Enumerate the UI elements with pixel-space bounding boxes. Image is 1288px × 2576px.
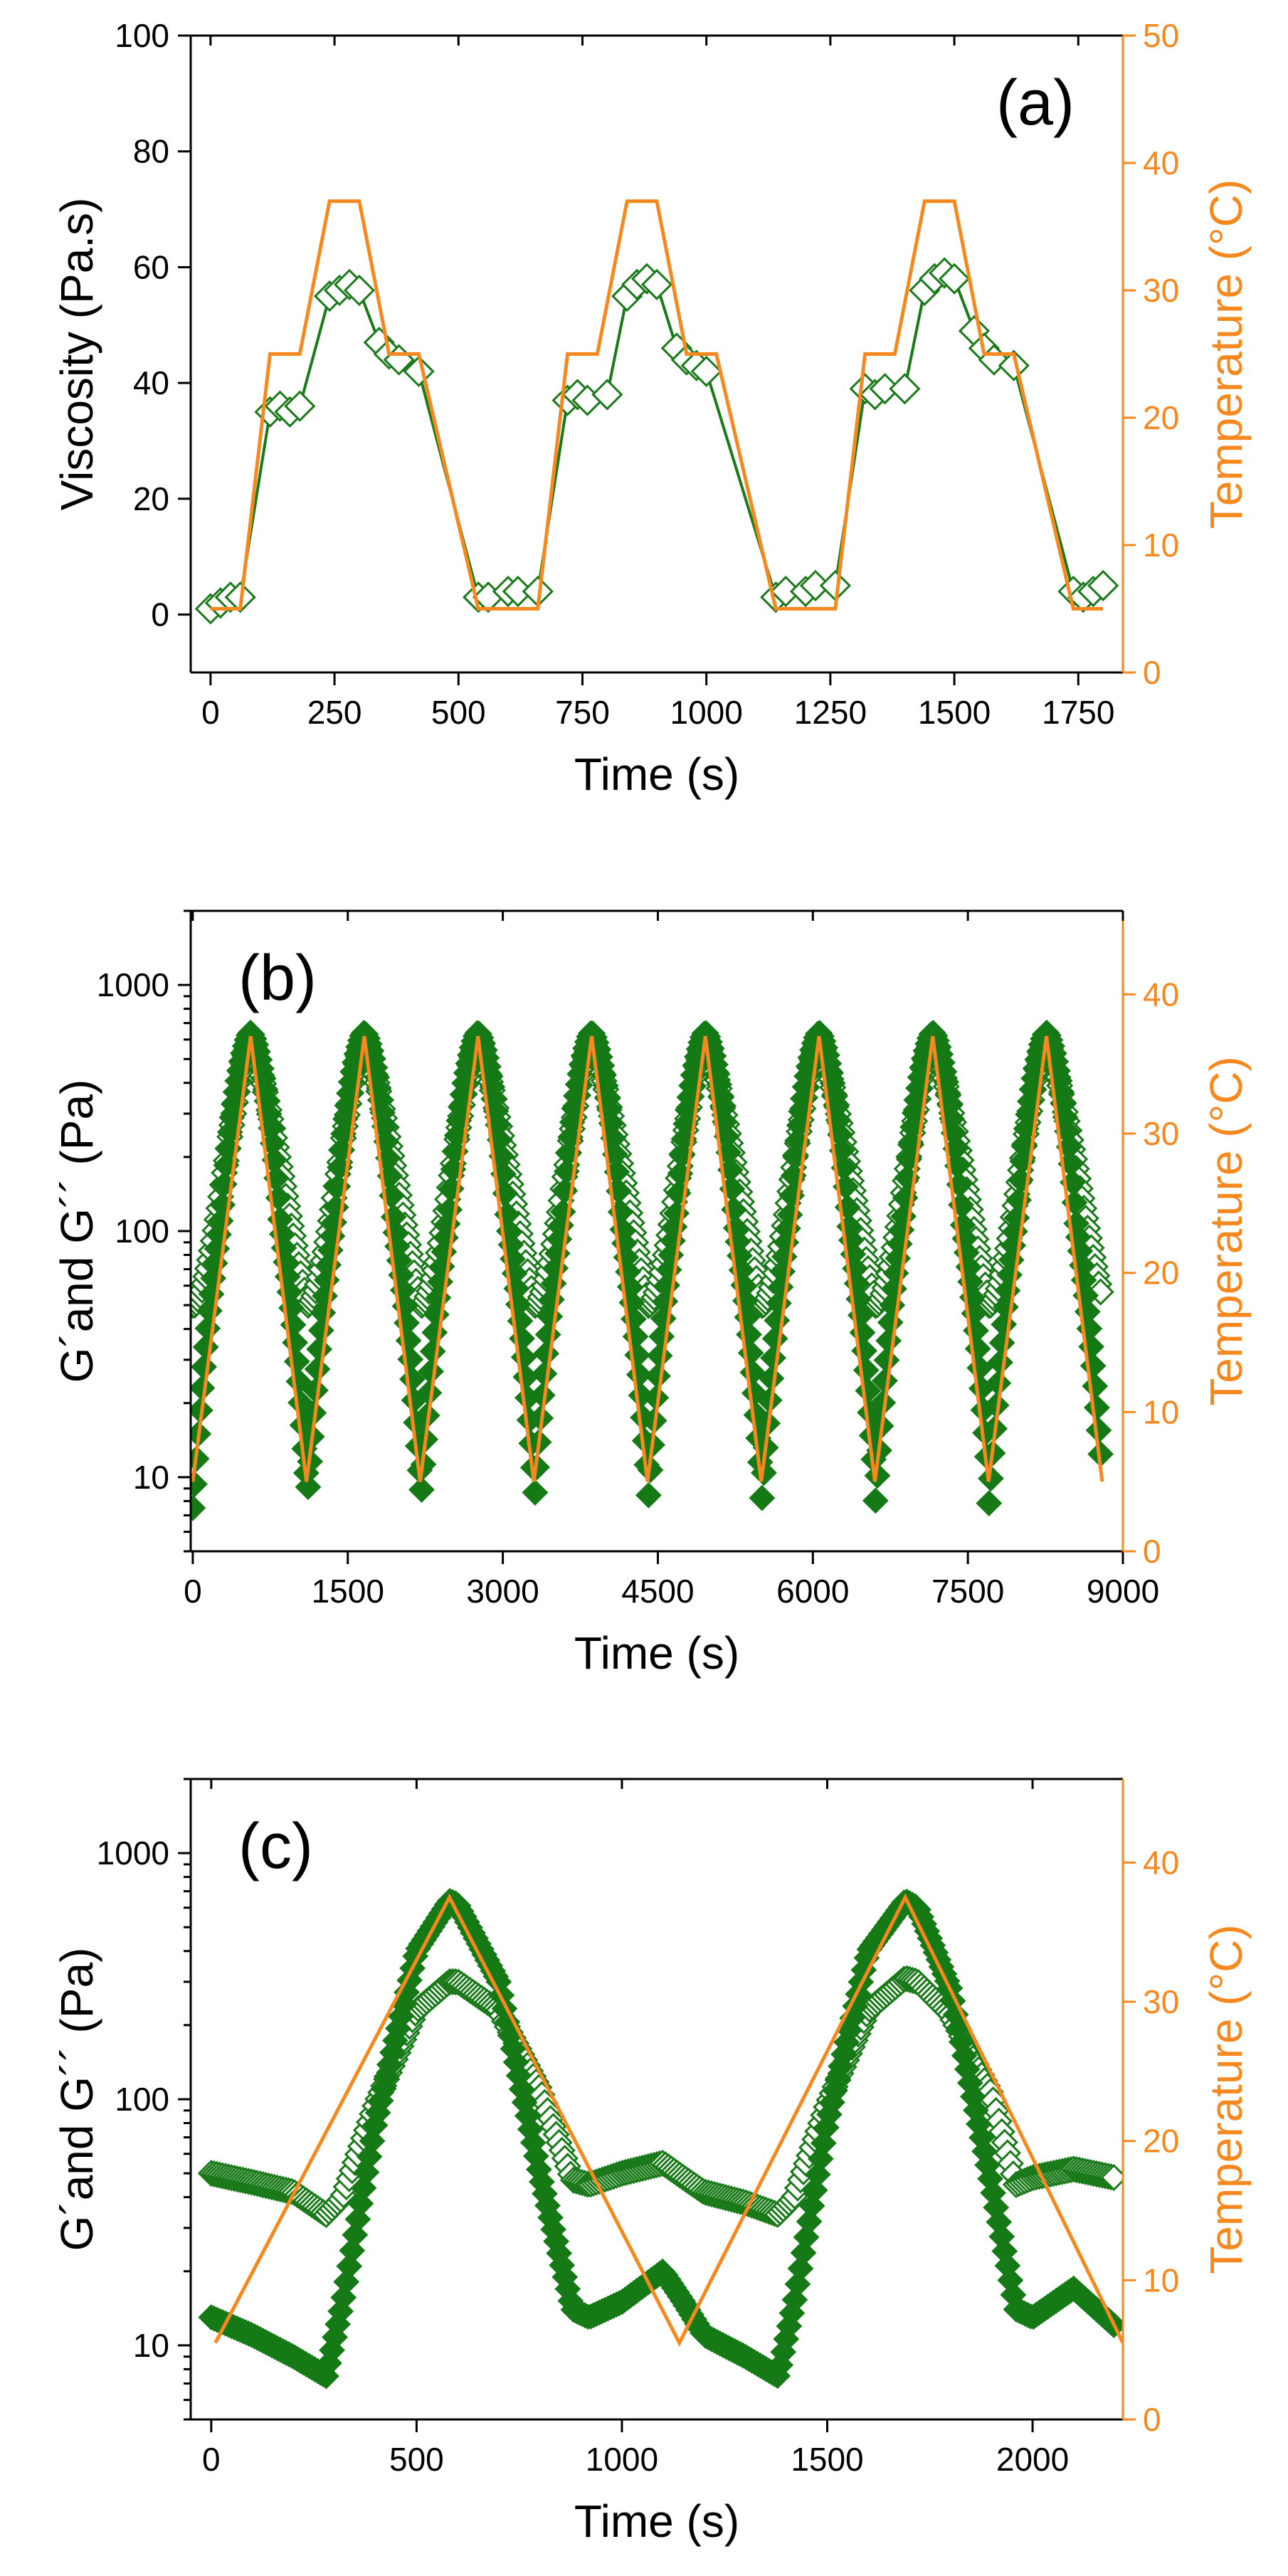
y2-tick-label: 30 [1143,272,1179,309]
g-prime-point [635,1482,662,1509]
panel-b: 0 1500 3000 4500 6000 7500 9000 10 100 1000 0 10 20 3… [51,909,1252,1679]
y2-tick-label: 50 [1143,17,1179,54]
g-prime-point [522,1479,549,1506]
y-tick-label: 10 [133,2327,169,2364]
x-tick-label: 1000 [586,2441,658,2478]
x-tick-label: 250 [307,694,362,731]
x-axis-title: Time (s) [574,749,739,800]
y2-tick-label: 30 [1143,1983,1179,2020]
x-tick-label: 0 [202,2441,221,2478]
g-prime-point [1080,1352,1107,1379]
y2-tick-label: 40 [1143,144,1179,181]
panel-c: 0 500 1000 1500 2000 10 100 1000 0 10 20 30 40 Time (… [51,1778,1252,2547]
y-tick-label: 10 [133,1459,169,1496]
viscosity-point [640,268,673,300]
y-tick-label: 80 [133,133,169,170]
x-tick-label: 500 [431,694,486,731]
y2-tick-label: 30 [1143,1115,1179,1152]
g-prime-point [1082,1373,1109,1400]
x-tick-label: 1500 [312,1573,384,1610]
y2-tick-label: 10 [1143,527,1179,564]
y2-axis-title: Temperature (°C) [1200,1924,1252,2274]
viscosity-point [690,355,722,388]
y-axis-title: G´and G´´ (Pa) [51,1948,102,2252]
y2-tick-label: 0 [1143,654,1161,691]
x-tick-label: 0 [184,1573,202,1610]
viscosity-point [591,379,623,411]
x-tick-label: 9000 [1087,1573,1159,1610]
panel-label: (b) [238,943,317,1014]
y2-tick-label: 20 [1143,399,1179,436]
x-tick-label: 1500 [791,2441,863,2478]
y2-tick-label: 10 [1143,2261,1179,2298]
viscosity-point [998,349,1030,381]
temperature-line [213,1893,1123,2347]
plot-area [194,199,1119,625]
y2-tick-label: 40 [1143,976,1179,1013]
g-prime-point [531,1361,558,1387]
x-tick-label: 1250 [794,694,867,731]
y2-tick-label: 20 [1143,2123,1179,2160]
viscosity-point [889,373,921,405]
g-prime-point [1083,1394,1110,1421]
y-tick-label: 40 [133,364,169,401]
y-tick-label: 0 [151,596,169,633]
x-tick-label: 1750 [1042,694,1114,731]
g-prime-point [347,2190,374,2217]
y-axis-title: Viscosity (Pa.s) [51,198,102,511]
g-prime-point [512,1363,539,1390]
x-tick-label: 3000 [466,1573,539,1610]
y2-tick-label: 20 [1143,1255,1179,1292]
x-tick-label: 1500 [918,694,991,731]
viscosity-point [938,263,971,295]
y-tick-label: 60 [133,248,169,285]
y2-tick-label: 0 [1143,2401,1161,2438]
viscosity-point [284,390,316,422]
y-tick-label: 100 [115,2081,169,2118]
y-tick-label: 1000 [97,1835,169,1872]
x-tick-label: 4500 [621,1573,694,1610]
x-axis-title: Time (s) [574,1627,739,1679]
g-prime-point [191,1353,218,1381]
temperature-line [210,199,1104,611]
y-tick-label: 20 [133,480,169,517]
plot-area [197,1887,1123,2390]
g-prime-point [295,1474,322,1500]
plot-area [191,1019,1114,1521]
g-prime-point [191,1494,206,1521]
y2-tick-label: 40 [1143,1844,1179,1881]
panel-a: 0 250 500 750 1000 1250 1500 175002040608010001… [51,17,1252,800]
y2-tick-label: 0 [1143,1533,1161,1570]
y2-axis-title: Temperature (°C) [1200,1056,1252,1406]
panel-label: (a) [996,68,1075,139]
g-prime-point [645,1363,671,1390]
x-tick-label: 7500 [931,1573,1004,1610]
y-tick-label: 1000 [97,966,169,1003]
x-tick-label: 2000 [996,2441,1069,2478]
x-tick-label: 1000 [670,694,743,731]
y-tick-label: 100 [115,17,169,54]
viscosity-point [1087,569,1119,602]
g-prime-point [1085,1417,1112,1444]
y-tick-label: 100 [115,1213,169,1250]
g-prime-point [966,1354,993,1381]
y2-tick-label: 10 [1143,1393,1179,1430]
g-prime-point [408,1477,435,1503]
y-axis-title: G´and G´´ (Pa) [51,1080,102,1383]
temperature-line [191,1035,1104,1482]
g-prime-point [977,1465,1004,1492]
x-axis-title: Time (s) [574,2496,739,2547]
x-tick-label: 0 [201,694,220,731]
x-tick-label: 500 [389,2441,444,2478]
x-tick-label: 6000 [776,1573,849,1610]
g-prime-point [749,1484,776,1511]
x-tick-label: 750 [555,694,610,731]
viscosity-point [343,274,376,307]
g-prime-point [862,1487,889,1514]
y2-axis-title: Temperature (°C) [1200,179,1252,529]
g-prime-point [976,1490,1003,1516]
panel-label: (c) [238,1811,313,1882]
